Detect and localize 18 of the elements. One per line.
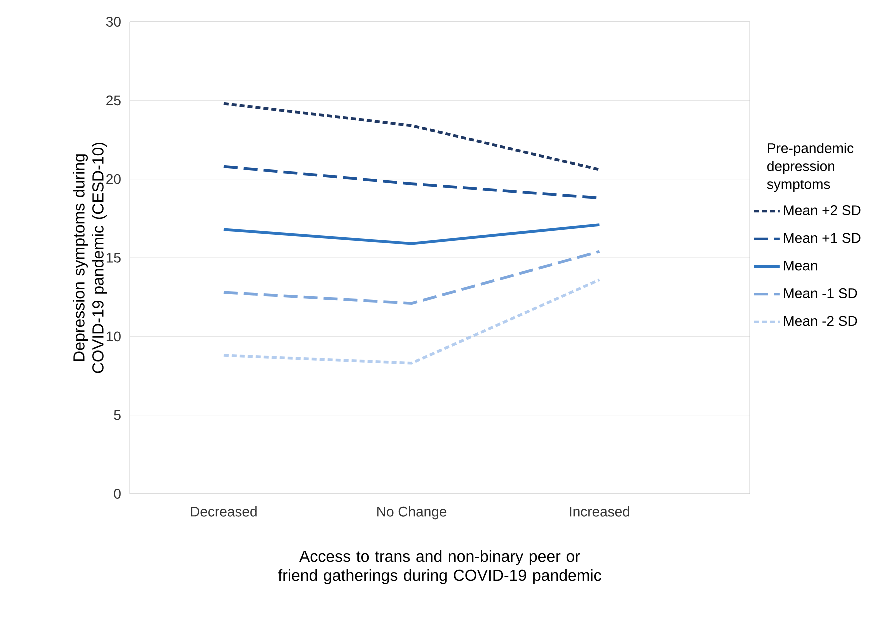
y-tick-label: 30	[106, 17, 121, 27]
legend-title: Pre-pandemic depression symptoms	[767, 143, 854, 192]
y-axis-title: Depression symptoms during COVID-19 pandemic (CESD-10)	[73, 142, 108, 374]
x-tick-label: Increased	[570, 506, 630, 517]
y-tick-label: 15	[106, 253, 121, 263]
y-tick-label: 20	[106, 174, 121, 184]
legend-label: Mean -1 SD	[784, 288, 858, 298]
x-tick-label: No Change	[378, 506, 447, 520]
legend-label: Mean +1 SD	[784, 233, 861, 244]
legend-label: Mean	[784, 260, 818, 271]
x-axis-title: Access to trans and non-binary peer or friend gatherings during COVID-19 pandemic	[278, 550, 602, 584]
y-tick-label: 0	[114, 489, 121, 499]
y-tick-label: 25	[106, 96, 121, 106]
y-tick-label: 10	[106, 332, 121, 342]
legend-label: Mean +2 SD	[784, 206, 861, 216]
x-tick-label: Decreased	[191, 506, 257, 517]
legend-label: Mean -2 SD	[784, 316, 858, 326]
y-tick-label: 5	[114, 410, 121, 420]
